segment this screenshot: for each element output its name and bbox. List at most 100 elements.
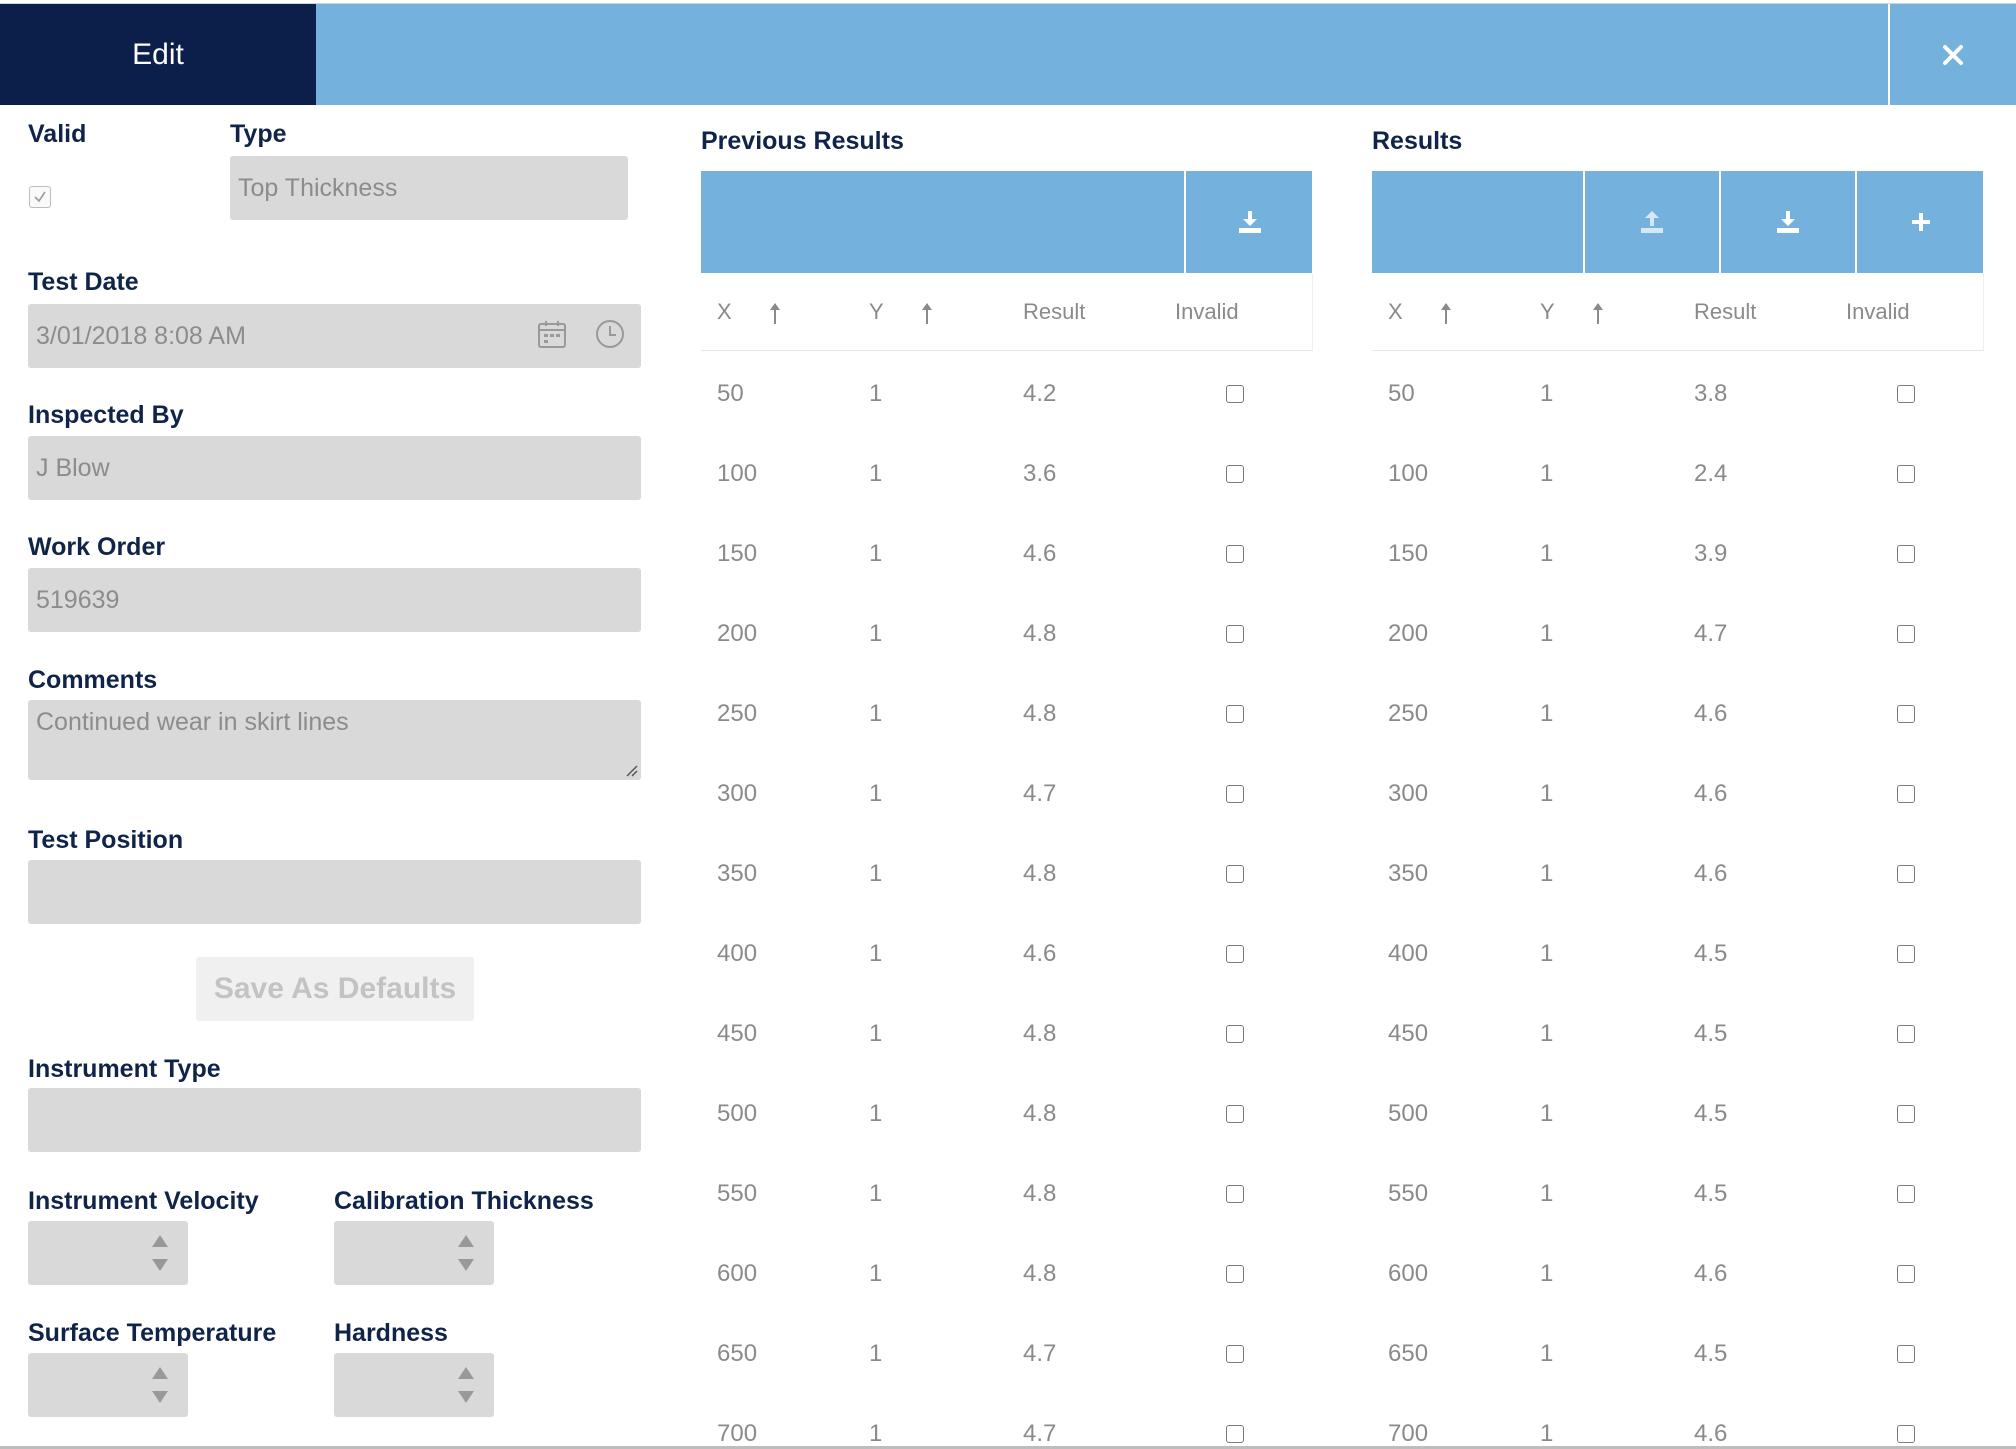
add-row-button[interactable] bbox=[1855, 171, 1985, 273]
test-date-field[interactable]: 3/01/2018 8:08 AM bbox=[28, 304, 641, 368]
valid-checkbox[interactable] bbox=[29, 186, 51, 208]
resize-grip-icon[interactable] bbox=[624, 763, 638, 777]
edit-tab[interactable]: Edit bbox=[0, 4, 316, 105]
table-row[interactable]: 450 1 4.8 bbox=[701, 994, 1312, 1074]
table-row[interactable]: 50 1 4.2 bbox=[701, 354, 1312, 434]
invalid-checkbox[interactable] bbox=[1226, 1345, 1244, 1363]
invalid-checkbox[interactable] bbox=[1226, 785, 1244, 803]
column-result[interactable]: Result bbox=[1023, 299, 1086, 324]
download-button[interactable] bbox=[1184, 171, 1314, 273]
table-row[interactable]: 500 1 4.5 bbox=[1372, 1074, 1983, 1154]
invalid-checkbox[interactable] bbox=[1897, 865, 1915, 883]
close-button[interactable] bbox=[1888, 4, 2016, 105]
invalid-checkbox[interactable] bbox=[1226, 1185, 1244, 1203]
save-as-defaults-button[interactable]: Save As Defaults bbox=[196, 957, 474, 1021]
invalid-checkbox[interactable] bbox=[1226, 945, 1244, 963]
column-y[interactable]: Y bbox=[869, 299, 884, 324]
test-position-field[interactable] bbox=[28, 860, 641, 924]
comments-textarea[interactable]: Continued wear in skirt lines bbox=[28, 700, 641, 780]
increment-arrow-icon[interactable] bbox=[458, 1235, 474, 1247]
decrement-arrow-icon[interactable] bbox=[458, 1391, 474, 1403]
table-row[interactable]: 250 1 4.6 bbox=[1372, 674, 1983, 754]
calendar-icon[interactable] bbox=[536, 318, 568, 350]
increment-arrow-icon[interactable] bbox=[458, 1367, 474, 1379]
invalid-checkbox[interactable] bbox=[1226, 1105, 1244, 1123]
invalid-checkbox[interactable] bbox=[1897, 785, 1915, 803]
increment-arrow-icon[interactable] bbox=[152, 1367, 168, 1379]
table-row[interactable]: 450 1 4.5 bbox=[1372, 994, 1983, 1074]
invalid-checkbox[interactable] bbox=[1226, 625, 1244, 643]
column-x[interactable]: X bbox=[1388, 299, 1403, 324]
column-result[interactable]: Result bbox=[1694, 299, 1757, 324]
invalid-checkbox[interactable] bbox=[1226, 385, 1244, 403]
invalid-checkbox[interactable] bbox=[1897, 625, 1915, 643]
type-field[interactable]: Top Thickness bbox=[230, 156, 628, 220]
sort-arrow-icon[interactable] bbox=[1439, 301, 1453, 325]
table-row[interactable]: 650 1 4.7 bbox=[701, 1314, 1312, 1394]
table-row[interactable]: 550 1 4.5 bbox=[1372, 1154, 1983, 1234]
upload-button[interactable] bbox=[1583, 171, 1719, 273]
sort-arrow-icon[interactable] bbox=[920, 301, 934, 325]
decrement-arrow-icon[interactable] bbox=[152, 1391, 168, 1403]
invalid-checkbox[interactable] bbox=[1226, 1025, 1244, 1043]
clock-icon[interactable] bbox=[594, 318, 626, 350]
decrement-arrow-icon[interactable] bbox=[152, 1259, 168, 1271]
invalid-checkbox[interactable] bbox=[1897, 1265, 1915, 1283]
column-x[interactable]: X bbox=[717, 299, 732, 324]
invalid-checkbox[interactable] bbox=[1226, 1265, 1244, 1283]
invalid-checkbox[interactable] bbox=[1897, 705, 1915, 723]
calibration-thickness-stepper[interactable] bbox=[334, 1221, 494, 1285]
table-row[interactable]: 50 1 3.8 bbox=[1372, 354, 1983, 434]
sort-arrow-icon[interactable] bbox=[1591, 301, 1605, 325]
column-invalid[interactable]: Invalid bbox=[1846, 299, 1910, 324]
download-button[interactable] bbox=[1719, 171, 1855, 273]
table-row[interactable]: 550 1 4.8 bbox=[701, 1154, 1312, 1234]
table-row[interactable]: 200 1 4.7 bbox=[1372, 594, 1983, 674]
table-row[interactable]: 350 1 4.6 bbox=[1372, 834, 1983, 914]
table-row[interactable]: 100 1 2.4 bbox=[1372, 434, 1983, 514]
table-row[interactable]: 700 1 4.7 bbox=[701, 1394, 1312, 1446]
table-row[interactable]: 600 1 4.8 bbox=[701, 1234, 1312, 1314]
table-row[interactable]: 150 1 4.6 bbox=[701, 514, 1312, 594]
invalid-checkbox[interactable] bbox=[1897, 1345, 1915, 1363]
decrement-arrow-icon[interactable] bbox=[458, 1259, 474, 1271]
invalid-checkbox[interactable] bbox=[1897, 465, 1915, 483]
table-row[interactable]: 100 1 3.6 bbox=[701, 434, 1312, 514]
column-y[interactable]: Y bbox=[1540, 299, 1555, 324]
table-row[interactable]: 250 1 4.8 bbox=[701, 674, 1312, 754]
hardness-stepper[interactable] bbox=[334, 1353, 494, 1417]
invalid-checkbox[interactable] bbox=[1897, 1425, 1915, 1443]
increment-arrow-icon[interactable] bbox=[152, 1235, 168, 1247]
table-row[interactable]: 350 1 4.8 bbox=[701, 834, 1312, 914]
table-row[interactable]: 600 1 4.6 bbox=[1372, 1234, 1983, 1314]
invalid-checkbox[interactable] bbox=[1226, 465, 1244, 483]
table-row[interactable]: 700 1 4.6 bbox=[1372, 1394, 1983, 1446]
cell-x: 700 bbox=[1388, 1420, 1429, 1446]
invalid-checkbox[interactable] bbox=[1897, 385, 1915, 403]
column-invalid[interactable]: Invalid bbox=[1175, 299, 1239, 324]
invalid-checkbox[interactable] bbox=[1897, 545, 1915, 563]
invalid-checkbox[interactable] bbox=[1897, 1185, 1915, 1203]
invalid-checkbox[interactable] bbox=[1226, 865, 1244, 883]
table-row[interactable]: 500 1 4.8 bbox=[701, 1074, 1312, 1154]
table-row[interactable]: 300 1 4.6 bbox=[1372, 754, 1983, 834]
inspected-by-field[interactable]: J Blow bbox=[28, 436, 641, 500]
invalid-checkbox[interactable] bbox=[1897, 945, 1915, 963]
calibration-thickness-label: Calibration Thickness bbox=[334, 1187, 594, 1215]
table-row[interactable]: 300 1 4.7 bbox=[701, 754, 1312, 834]
table-row[interactable]: 650 1 4.5 bbox=[1372, 1314, 1983, 1394]
table-row[interactable]: 200 1 4.8 bbox=[701, 594, 1312, 674]
invalid-checkbox[interactable] bbox=[1897, 1025, 1915, 1043]
invalid-checkbox[interactable] bbox=[1226, 705, 1244, 723]
invalid-checkbox[interactable] bbox=[1897, 1105, 1915, 1123]
invalid-checkbox[interactable] bbox=[1226, 1425, 1244, 1443]
surface-temperature-stepper[interactable] bbox=[28, 1353, 188, 1417]
table-row[interactable]: 400 1 4.5 bbox=[1372, 914, 1983, 994]
table-row[interactable]: 400 1 4.6 bbox=[701, 914, 1312, 994]
sort-arrow-icon[interactable] bbox=[768, 301, 782, 325]
work-order-field[interactable]: 519639 bbox=[28, 568, 641, 632]
instrument-velocity-stepper[interactable] bbox=[28, 1221, 188, 1285]
invalid-checkbox[interactable] bbox=[1226, 545, 1244, 563]
table-row[interactable]: 150 1 3.9 bbox=[1372, 514, 1983, 594]
instrument-type-field[interactable] bbox=[28, 1088, 641, 1152]
